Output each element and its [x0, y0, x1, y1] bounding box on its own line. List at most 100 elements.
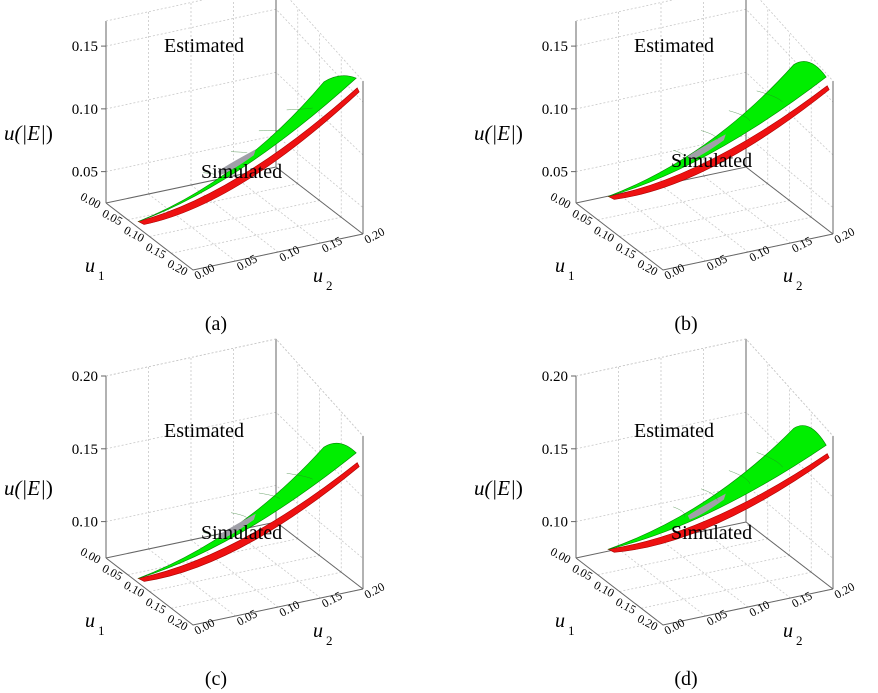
u2-tick-label: 0.00	[662, 260, 687, 282]
estimated-surface	[138, 75, 357, 222]
y-tick-label: 0.10	[542, 515, 568, 531]
y-tick-label: 0.15	[542, 39, 568, 55]
u2-tick-label: 0.05	[704, 606, 729, 628]
floor-grid-line	[597, 538, 768, 576]
estimated-annotation: Estimated	[634, 35, 714, 57]
floor-grid-line	[171, 571, 342, 609]
y-axis-label-var: |E|	[22, 121, 46, 145]
chart-panel-b: 0.050.100.15u(|E|)0.000.050.100.150.20u 1…	[474, 0, 857, 335]
u2-tick-label: 0.10	[747, 242, 772, 264]
simulated-surface	[137, 462, 360, 582]
u2-axis-subscript: 2	[796, 278, 803, 293]
contour-line	[203, 172, 216, 176]
top-edge	[105, 338, 364, 437]
contour-line	[673, 506, 686, 517]
y-axis: 0.10 0.15 0.20 u(|E|)	[474, 369, 576, 531]
u1-tick-label: 0.15	[143, 595, 168, 617]
y-axis-label-close: )	[46, 476, 53, 500]
u2-axis-label: u	[313, 265, 323, 287]
estimated-annotation: Estimated	[164, 35, 244, 57]
y-axis-label: u(|E|)	[474, 121, 523, 145]
y-axis-label-var: |E|	[492, 121, 516, 145]
floor-grid-line	[149, 555, 320, 592]
y-tick-label: 0.20	[72, 369, 98, 385]
floor-grid-line	[641, 216, 812, 254]
floor-grid-line	[660, 184, 749, 253]
floor-grid-line	[703, 175, 791, 244]
contour-line	[700, 130, 718, 140]
overlap-region	[687, 134, 726, 161]
u1-axis: 0.000.050.100.150.20 u 1	[78, 189, 190, 283]
simulated-annotation: Simulated	[671, 150, 752, 172]
y-axis-label-u: u(	[474, 476, 494, 500]
u1-tick-label: 0.10	[122, 223, 147, 245]
u1-axis-label: u	[85, 610, 95, 632]
simulated-surface	[607, 453, 830, 553]
top-edge	[575, 338, 834, 437]
u1-tick-label: 0.00	[548, 189, 573, 211]
floor-front-edges	[105, 202, 364, 271]
u2-tick-label: 0.10	[277, 597, 302, 619]
top-edge	[105, 0, 364, 82]
u2-tick-label: 0.15	[319, 233, 344, 255]
y-axis-label-close: )	[46, 121, 53, 145]
axis-box	[575, 339, 834, 626]
y-axis-label: u(|E|)	[4, 476, 53, 500]
y-tick-label: 0.10	[72, 515, 98, 531]
y-tick-label: 0.05	[542, 165, 568, 181]
chart-panel-c: 0.100.150.20u(|E|)0.000.050.100.150.20u 1…	[4, 338, 387, 690]
floor-grid-line	[149, 200, 320, 237]
y-axis: 0.05 0.10 0.15 u(|E|)	[474, 39, 576, 181]
simulated-annotation: Simulated	[671, 522, 752, 544]
y-axis-label-var: |E|	[22, 476, 46, 500]
y-tick-label: 0.15	[542, 442, 568, 458]
u1-tick-label: 0.00	[78, 189, 103, 211]
u1-tick-label: 0.10	[122, 578, 147, 600]
floor-front-edges	[575, 202, 834, 271]
u1-axis-subscript: 1	[98, 623, 105, 638]
u2-axis-subscript: 2	[796, 633, 803, 648]
u1-axis-label: u	[555, 255, 565, 277]
floor-grid-line	[641, 571, 812, 609]
u2-tick-label: 0.10	[277, 242, 302, 264]
contour-line	[286, 473, 313, 480]
u2-axis: 0.00 0.05 0.10 0.15 0.20 u 2	[192, 224, 387, 293]
y-axis-label-u: u(	[4, 121, 24, 145]
surface-contours	[673, 452, 783, 517]
top-edges	[105, 0, 364, 82]
floor-front-edges	[575, 557, 834, 626]
contour-line	[756, 90, 783, 103]
contour-line	[230, 512, 248, 519]
y-axis-label-u: u(	[4, 476, 24, 500]
u1-axis: 0.000.050.100.150.20 u 1	[548, 544, 660, 638]
floor-grid-line	[660, 539, 749, 608]
y-axis: 0.05 0.10 0.15 u(|E|)	[4, 39, 106, 181]
u1-tick-label: 0.20	[635, 611, 660, 633]
surface-contours	[203, 473, 313, 539]
floor-grid-line	[233, 175, 321, 244]
u1-axis-subscript: 1	[568, 623, 575, 638]
floor-grid-line	[619, 555, 790, 592]
u1-tick-label: 0.15	[143, 240, 168, 262]
u2-axis-subscript: 2	[326, 633, 333, 648]
u2-tick-label: 0.00	[192, 260, 217, 282]
u2-tick-label: 0.15	[789, 588, 814, 610]
simulated-annotation: Simulated	[201, 522, 282, 544]
axis-box	[105, 339, 364, 626]
y-tick-label: 0.15	[72, 39, 98, 55]
y-tick-label: 0.20	[542, 369, 568, 385]
estimated-annotation: Estimated	[634, 420, 714, 442]
estimated-annotation: Estimated	[164, 420, 244, 442]
contour-line	[728, 470, 751, 484]
u2-axis-label: u	[313, 620, 323, 642]
u1-tick-label: 0.00	[548, 544, 573, 566]
chart-panel-a: 0.050.100.15u(|E|)0.000.050.100.150.20u 1…	[4, 0, 387, 335]
chart-panel-d: 0.100.150.20u(|E|)0.000.050.100.150.20u 1…	[474, 338, 857, 690]
estimated-surface	[608, 425, 827, 550]
y-axis-label-var: |E|	[492, 476, 516, 500]
u2-tick-label: 0.05	[234, 606, 259, 628]
u1-axis-subscript: 1	[568, 268, 575, 283]
u2-tick-label: 0.20	[362, 579, 387, 601]
u1-axis: 0.000.050.100.150.20 u 1	[78, 544, 190, 638]
